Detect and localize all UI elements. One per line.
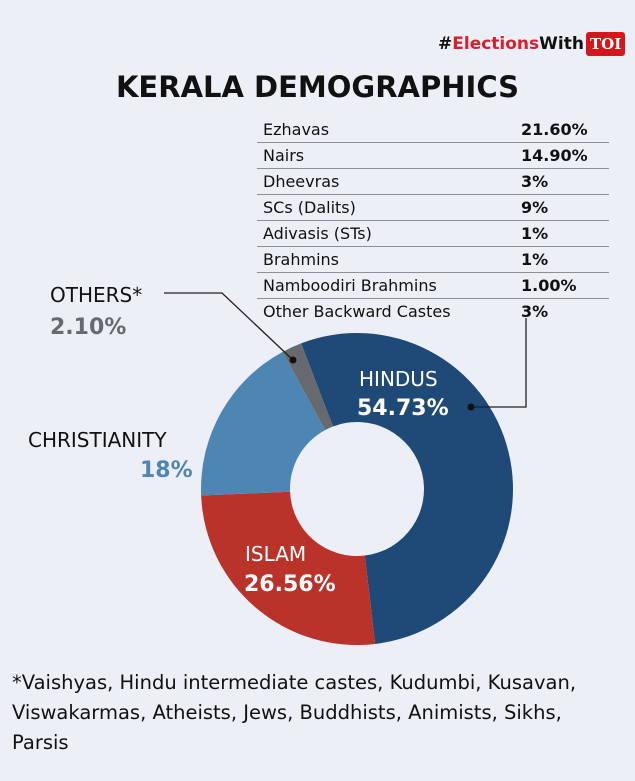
christianity-label: CHRISTIANITY (28, 428, 167, 452)
caste-row: Adivasis (STs) 1% (257, 220, 609, 247)
badge-with: With (539, 34, 584, 54)
caste-value: 14.90% (515, 142, 609, 169)
caste-name: Brahmins (257, 246, 515, 273)
toi-logo: TOI (585, 32, 626, 56)
elections-with-toi-badge: # Elections With TOI (438, 32, 626, 56)
badge-elections: Elections (452, 34, 540, 54)
caste-row: Other Backward Castes 3% (257, 299, 609, 325)
caste-value: 1% (515, 246, 609, 273)
others-leader-dot (289, 356, 297, 364)
caste-row: Nairs 14.90% (257, 142, 609, 169)
badge-hash: # (438, 34, 453, 54)
caste-name: Namboodiri Brahmins (257, 272, 515, 299)
caste-value: 3% (521, 301, 549, 321)
christianity-value: 18% (140, 458, 193, 483)
footnote: *Vaishyas, Hindu intermediate castes, Ku… (12, 671, 577, 754)
caste-name: Dheevras (257, 168, 515, 195)
caste-table: Ezhavas 21.60% Nairs 14.90% Dheevras 3% SCs (D… (257, 117, 609, 324)
caste-row: Namboodiri Brahmins 1.00% (257, 272, 609, 299)
caste-value: 1% (515, 220, 609, 247)
caste-row: Ezhavas 21.60% (257, 117, 609, 143)
caste-value: 9% (515, 194, 609, 221)
donut-slice-christianity (200, 351, 326, 496)
others-leader-line (164, 292, 294, 361)
caste-value: 1.00% (515, 272, 609, 299)
caste-name: Adivasis (STs) (257, 220, 515, 247)
caste-row: Dheevras 3% (257, 168, 609, 195)
islam-value: 26.56% (244, 572, 336, 597)
donut-slice-hindus (301, 332, 514, 644)
caste-value: 21.60% (515, 117, 609, 143)
caste-name: Nairs (257, 142, 515, 169)
islam-label: ISLAM (245, 542, 307, 566)
donut-slice-others (282, 343, 333, 431)
caste-name: Other Backward Castes (263, 301, 451, 321)
hindus-label: HINDUS (359, 367, 438, 391)
caste-name: SCs (Dalits) (257, 194, 515, 221)
others-label: OTHERS* (50, 283, 143, 307)
caste-row: Brahmins 1% (257, 246, 609, 273)
hindus-value: 54.73% (357, 396, 449, 421)
hindus-leader-dot (467, 403, 475, 411)
donut-slice-islam (201, 491, 376, 645)
caste-value: 3% (515, 168, 609, 195)
caste-name: Ezhavas (257, 117, 515, 143)
caste-row: SCs (Dalits) 9% (257, 194, 609, 221)
others-value: 2.10% (50, 315, 127, 340)
hindus-leader-line (471, 318, 527, 408)
page-title: KERALA DEMOGRAPHICS (115, 70, 520, 104)
